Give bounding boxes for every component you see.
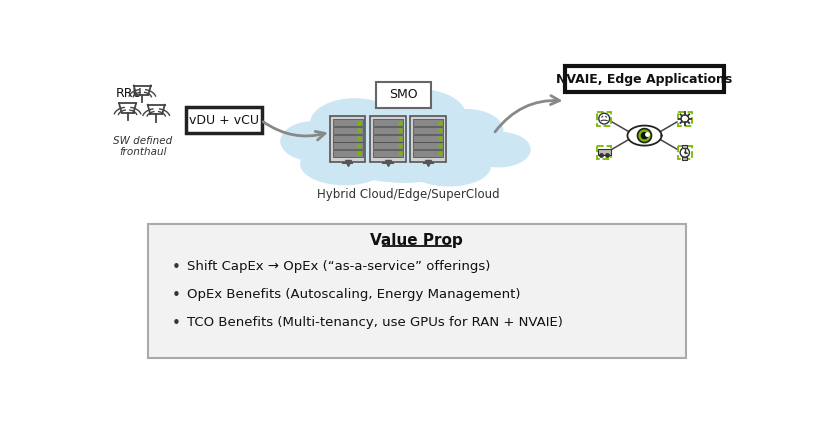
Ellipse shape — [406, 146, 491, 187]
FancyBboxPatch shape — [148, 224, 685, 358]
Text: NVAIE, Edge Applications: NVAIE, Edge Applications — [557, 73, 733, 86]
FancyBboxPatch shape — [373, 150, 403, 157]
Text: Shift CapEx → OpEx (“as-a-service” offerings): Shift CapEx → OpEx (“as-a-service” offer… — [187, 260, 490, 273]
FancyBboxPatch shape — [682, 145, 687, 148]
FancyArrowPatch shape — [495, 96, 560, 132]
FancyBboxPatch shape — [330, 116, 366, 162]
FancyBboxPatch shape — [410, 116, 446, 162]
FancyBboxPatch shape — [333, 127, 362, 134]
Ellipse shape — [324, 112, 485, 183]
Text: RRU: RRU — [116, 87, 143, 100]
Text: Hybrid Cloud/Edge/SuperCloud: Hybrid Cloud/Edge/SuperCloud — [317, 188, 499, 201]
Ellipse shape — [300, 142, 389, 185]
Text: SMO: SMO — [389, 88, 418, 101]
Text: OpEx Benefits (Autoscaling, Energy Management): OpEx Benefits (Autoscaling, Energy Manag… — [187, 288, 521, 301]
FancyBboxPatch shape — [598, 149, 610, 155]
FancyBboxPatch shape — [186, 107, 263, 133]
FancyBboxPatch shape — [682, 157, 687, 160]
FancyBboxPatch shape — [373, 134, 403, 142]
FancyBboxPatch shape — [373, 142, 403, 149]
FancyBboxPatch shape — [333, 119, 362, 126]
Text: Value Prop: Value Prop — [370, 233, 463, 248]
Circle shape — [641, 132, 648, 139]
FancyBboxPatch shape — [373, 127, 403, 134]
Text: •: • — [171, 316, 180, 331]
FancyBboxPatch shape — [373, 119, 403, 126]
Circle shape — [637, 128, 651, 142]
Ellipse shape — [429, 109, 503, 152]
FancyBboxPatch shape — [414, 127, 443, 134]
FancyBboxPatch shape — [333, 150, 362, 157]
FancyBboxPatch shape — [375, 82, 432, 108]
FancyBboxPatch shape — [565, 66, 724, 92]
Text: •: • — [171, 260, 180, 275]
FancyBboxPatch shape — [414, 119, 443, 126]
FancyArrowPatch shape — [263, 122, 325, 140]
Ellipse shape — [280, 121, 350, 162]
FancyBboxPatch shape — [333, 142, 362, 149]
Text: •: • — [171, 288, 180, 303]
FancyBboxPatch shape — [414, 134, 443, 142]
FancyBboxPatch shape — [414, 150, 443, 157]
Ellipse shape — [367, 89, 466, 144]
Text: SW defined
fronthaul: SW defined fronthaul — [113, 136, 173, 157]
Ellipse shape — [466, 131, 530, 167]
Text: vDU + vCU: vDU + vCU — [189, 114, 259, 127]
FancyBboxPatch shape — [414, 142, 443, 149]
FancyBboxPatch shape — [333, 134, 362, 142]
FancyBboxPatch shape — [370, 116, 406, 162]
Ellipse shape — [310, 98, 399, 148]
Text: TCO Benefits (Multi-tenancy, use GPUs for RAN + NVAIE): TCO Benefits (Multi-tenancy, use GPUs fo… — [187, 316, 563, 329]
Polygon shape — [628, 126, 662, 145]
